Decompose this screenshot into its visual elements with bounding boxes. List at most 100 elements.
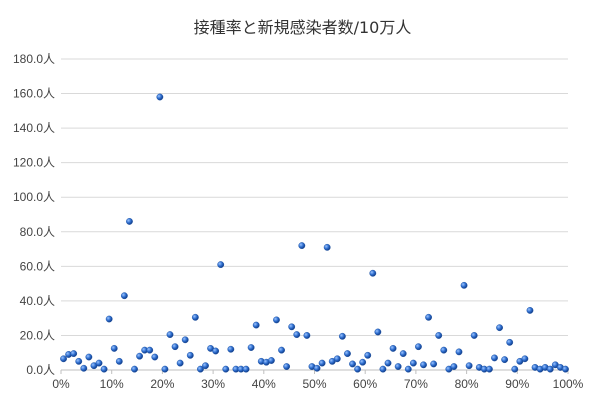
data-point <box>526 306 534 314</box>
data-point <box>501 356 509 364</box>
data-point <box>384 359 392 367</box>
data-point <box>288 323 296 331</box>
data-point <box>379 365 387 373</box>
data-point <box>202 362 209 370</box>
y-tick-label: 140.0人 <box>13 121 55 135</box>
data-point <box>242 365 250 373</box>
data-point <box>546 365 554 373</box>
data-point <box>227 345 235 353</box>
data-point <box>349 360 356 368</box>
data-point <box>268 357 275 364</box>
y-tick-label: 0.0人 <box>26 363 55 377</box>
data-point <box>146 346 154 354</box>
y-tick-label: 60.0人 <box>20 259 55 273</box>
x-tick-label: 100% <box>553 377 584 391</box>
data-point <box>389 345 397 352</box>
y-tick-label: 180.0人 <box>13 52 55 66</box>
data-point <box>298 242 306 250</box>
data-point <box>303 332 311 339</box>
data-point <box>415 343 422 351</box>
data-point <box>399 350 407 357</box>
data-point <box>70 350 78 357</box>
x-tick-label: 0% <box>52 377 70 391</box>
data-point <box>95 359 103 367</box>
data-point <box>105 315 113 323</box>
data-point <box>450 363 458 370</box>
data-point <box>369 269 377 277</box>
x-tick-label: 30% <box>201 377 225 391</box>
data-point <box>171 343 179 351</box>
data-point <box>80 364 88 372</box>
data-point <box>191 313 199 321</box>
data-point <box>394 363 402 370</box>
data-point <box>252 321 260 329</box>
y-tick-label: 100.0人 <box>13 190 55 204</box>
data-point <box>323 243 331 251</box>
data-point <box>75 357 83 365</box>
x-tick-label: 40% <box>252 377 276 391</box>
data-point <box>364 351 372 359</box>
data-point <box>470 332 478 339</box>
data-point <box>491 354 498 362</box>
x-tick-label: 60% <box>353 377 377 391</box>
data-point <box>313 364 321 372</box>
data-point <box>506 338 514 346</box>
data-points <box>60 93 569 373</box>
data-point <box>212 347 220 355</box>
data-point <box>110 345 118 352</box>
chart-title: 接種率と新規感染者数/10万人 <box>193 18 412 37</box>
data-point <box>562 365 569 373</box>
data-point <box>465 362 473 370</box>
data-point <box>521 355 529 363</box>
data-point <box>197 365 204 373</box>
data-point <box>151 353 159 361</box>
data-point <box>283 363 291 370</box>
data-point <box>460 281 468 289</box>
data-point <box>176 359 184 367</box>
data-point <box>131 365 138 373</box>
data-point <box>425 313 432 321</box>
data-point <box>420 361 427 369</box>
y-tick-label: 40.0人 <box>20 294 55 308</box>
data-point <box>120 292 128 300</box>
x-tick-label: 70% <box>404 377 428 391</box>
data-point <box>136 352 143 360</box>
x-tick-label: 20% <box>150 377 174 391</box>
data-point <box>278 346 285 354</box>
x-tick-label: 10% <box>100 377 124 391</box>
x-tick-label: 90% <box>505 377 529 391</box>
data-point <box>455 348 463 356</box>
data-point <box>186 351 194 359</box>
data-point <box>181 336 189 344</box>
data-point <box>511 365 519 373</box>
data-point <box>359 358 367 366</box>
y-tick-label: 120.0人 <box>13 156 55 170</box>
data-point <box>115 357 123 365</box>
data-point <box>247 344 255 351</box>
data-point <box>354 365 361 373</box>
y-tick-label: 80.0人 <box>20 225 55 239</box>
y-tick-label: 20.0人 <box>20 328 55 342</box>
y-tick-label: 160.0人 <box>13 87 55 101</box>
data-point <box>440 346 448 354</box>
data-point <box>409 359 417 367</box>
data-point <box>293 331 301 338</box>
x-tick-label: 50% <box>302 377 326 391</box>
data-point <box>85 353 93 361</box>
data-point <box>217 261 225 269</box>
data-point <box>126 218 133 225</box>
data-point <box>273 316 280 324</box>
data-point <box>435 332 443 339</box>
data-point <box>156 93 164 101</box>
data-point <box>404 365 412 373</box>
data-point <box>100 365 108 373</box>
data-point <box>222 365 230 373</box>
data-point <box>374 328 382 336</box>
data-point <box>60 355 67 363</box>
data-point <box>161 365 169 373</box>
data-point <box>338 332 346 340</box>
x-tick-label: 80% <box>455 377 479 391</box>
data-point <box>430 360 438 368</box>
